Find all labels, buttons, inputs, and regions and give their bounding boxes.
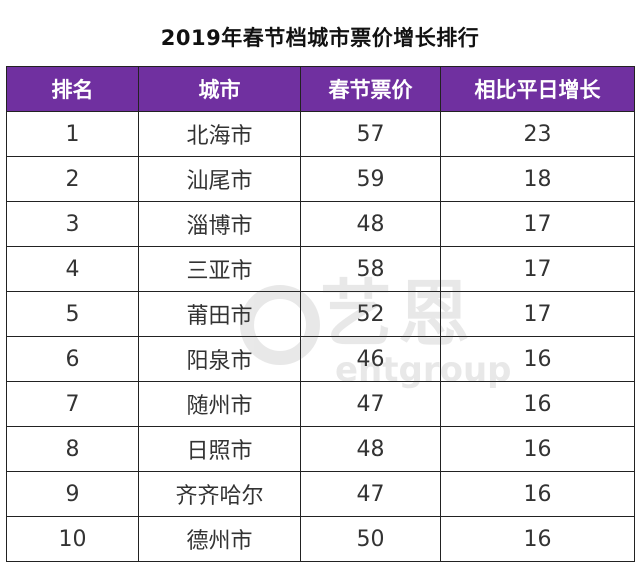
rank-cell: 9 bbox=[6, 471, 139, 517]
growth-cell: 18 bbox=[440, 156, 635, 202]
table-row: 2 汕尾市 59 18 bbox=[6, 156, 635, 202]
city-cell: 莆田市 bbox=[138, 291, 301, 337]
rank-cell: 4 bbox=[6, 246, 139, 292]
city-cell: 随州市 bbox=[138, 381, 301, 427]
table-body: 1 北海市 57 23 2 汕尾市 59 18 3 淄博市 48 17 4 三亚市 58 17 5 莆田市 52 17… bbox=[6, 111, 635, 562]
header-price: 春节票价 bbox=[300, 66, 441, 112]
price-cell: 47 bbox=[300, 381, 441, 427]
growth-cell: 16 bbox=[440, 471, 635, 517]
ranking-table: 排名 城市 春节票价 相比平日增长 1 北海市 57 23 2 汕尾市 59 18 3 淄博市 48… bbox=[6, 66, 635, 562]
table-row: 7 随州市 47 16 bbox=[6, 381, 635, 427]
header-row: 排名 城市 春节票价 相比平日增长 bbox=[6, 66, 635, 112]
growth-cell: 17 bbox=[440, 291, 635, 337]
price-cell: 57 bbox=[300, 111, 441, 157]
growth-cell: 17 bbox=[440, 246, 635, 292]
price-cell: 50 bbox=[300, 516, 441, 562]
chart-title: 2019年春节档城市票价增长排行 bbox=[160, 26, 480, 50]
city-cell: 三亚市 bbox=[138, 246, 301, 292]
table-row: 10 德州市 50 16 bbox=[6, 516, 635, 562]
header-growth: 相比平日增长 bbox=[440, 66, 635, 112]
city-cell: 淄博市 bbox=[138, 201, 301, 247]
rank-cell: 5 bbox=[6, 291, 139, 337]
price-cell: 52 bbox=[300, 291, 441, 337]
price-cell: 48 bbox=[300, 426, 441, 472]
table-row: 6 阳泉市 46 16 bbox=[6, 336, 635, 382]
growth-cell: 16 bbox=[440, 336, 635, 382]
growth-cell: 16 bbox=[440, 381, 635, 427]
city-cell: 北海市 bbox=[138, 111, 301, 157]
table-row: 4 三亚市 58 17 bbox=[6, 246, 635, 292]
table-row: 3 淄博市 48 17 bbox=[6, 201, 635, 247]
header-city: 城市 bbox=[138, 66, 301, 112]
rank-cell: 6 bbox=[6, 336, 139, 382]
table-row: 1 北海市 57 23 bbox=[6, 111, 635, 157]
growth-cell: 16 bbox=[440, 516, 635, 562]
header-rank: 排名 bbox=[6, 66, 139, 112]
city-cell: 日照市 bbox=[138, 426, 301, 472]
rank-cell: 7 bbox=[6, 381, 139, 427]
table-row: 8 日照市 48 16 bbox=[6, 426, 635, 472]
price-cell: 58 bbox=[300, 246, 441, 292]
table-row: 9 齐齐哈尔 47 16 bbox=[6, 471, 635, 517]
rank-cell: 2 bbox=[6, 156, 139, 202]
rank-cell: 8 bbox=[6, 426, 139, 472]
rank-cell: 3 bbox=[6, 201, 139, 247]
growth-cell: 16 bbox=[440, 426, 635, 472]
city-cell: 阳泉市 bbox=[138, 336, 301, 382]
price-cell: 47 bbox=[300, 471, 441, 517]
rank-cell: 1 bbox=[6, 111, 139, 157]
table-row: 5 莆田市 52 17 bbox=[6, 291, 635, 337]
city-cell: 齐齐哈尔 bbox=[138, 471, 301, 517]
price-cell: 59 bbox=[300, 156, 441, 202]
city-cell: 德州市 bbox=[138, 516, 301, 562]
growth-cell: 17 bbox=[440, 201, 635, 247]
rank-cell: 10 bbox=[6, 516, 139, 562]
city-cell: 汕尾市 bbox=[138, 156, 301, 202]
growth-cell: 23 bbox=[440, 111, 635, 157]
price-cell: 46 bbox=[300, 336, 441, 382]
price-cell: 48 bbox=[300, 201, 441, 247]
